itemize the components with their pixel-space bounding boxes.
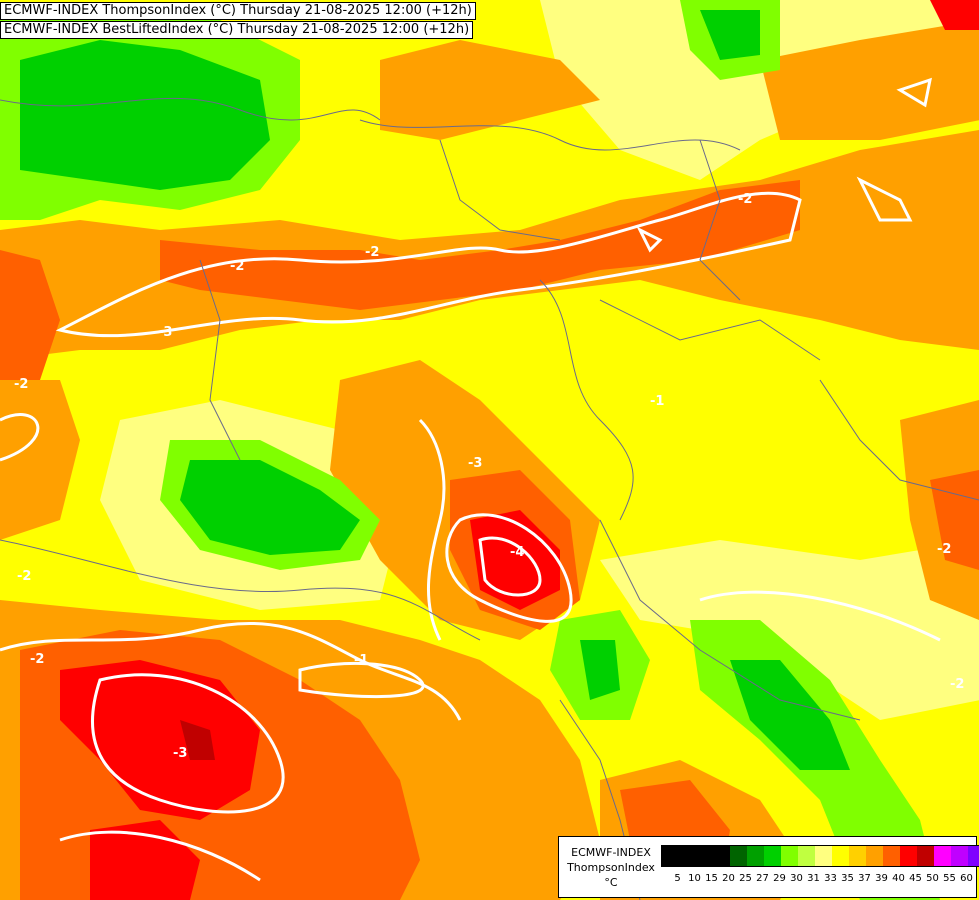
legend-tick-label: 27 (756, 873, 769, 884)
legend-swatch (832, 846, 849, 866)
contour-label: -2 (937, 542, 951, 557)
contour-label: -2 (950, 677, 964, 692)
legend-tick-label: 10 (688, 873, 701, 884)
legend-tick-label: 30 (790, 873, 803, 884)
legend-ticks: 5 10 15 20 25 27 29 30 31 33 35 37 39 40 45 50 55 60 (661, 873, 975, 884)
legend-tick-label: 29 (773, 873, 786, 884)
title-best-lifted-index: ECMWF-INDEX BestLiftedIndex (°C) Thursda… (0, 21, 474, 39)
legend-swatch (713, 846, 730, 866)
legend-tick-label: 35 (841, 873, 854, 884)
legend-swatch (764, 846, 781, 866)
color-legend: ECMWF-INDEX ThompsonIndex °C 5 10 15 20 25 27… (558, 836, 979, 898)
legend-swatch (866, 846, 883, 866)
legend-swatch (917, 846, 934, 866)
legend-tick-label: 5 (674, 873, 681, 884)
legend-swatch (951, 846, 968, 866)
legend-swatch (781, 846, 798, 866)
contour-label: -1 (650, 394, 664, 409)
legend-tick-label: 55 (943, 873, 956, 884)
legend-swatch (934, 846, 951, 866)
legend-parameter: ThompsonIndex (567, 861, 655, 874)
legend-swatch (900, 846, 917, 866)
legend-swatch (815, 846, 832, 866)
legend-tick-label: 37 (858, 873, 871, 884)
legend-tick-label: 20 (722, 873, 735, 884)
legend-unit: °C (604, 876, 618, 889)
contour-label: -2 (14, 377, 28, 392)
contour-label: -1 (354, 653, 368, 668)
contour-label: -2 (230, 259, 244, 274)
legend-swatch (662, 846, 679, 866)
contour-label: -2 (738, 192, 752, 207)
legend-tick-label: 15 (705, 873, 718, 884)
legend-swatch (883, 846, 900, 866)
contour-label: -3 (173, 746, 187, 761)
legend-tick-label: 60 (960, 873, 973, 884)
legend-tick-label: 39 (875, 873, 888, 884)
legend-swatch (798, 846, 815, 866)
contour-label: -2 (30, 652, 44, 667)
legend-tick-label: 25 (739, 873, 752, 884)
legend-tick-label: 33 (824, 873, 837, 884)
contour-label: -2 (365, 245, 379, 260)
legend-tick-label: 45 (909, 873, 922, 884)
legend-swatch (696, 846, 713, 866)
title-thompson-index: ECMWF-INDEX ThompsonIndex (°C) Thursday … (0, 2, 476, 20)
legend-tick-label: 50 (926, 873, 939, 884)
legend-tick-label: 40 (892, 873, 905, 884)
legend-tick-spacer (661, 873, 669, 884)
legend-swatch (747, 846, 764, 866)
legend-swatch (730, 846, 747, 866)
contour-label: -3 (468, 456, 482, 471)
legend-swatch (679, 846, 696, 866)
contour-label: -4 (510, 545, 524, 560)
contour-label: -3 (158, 325, 172, 340)
contour-label: -2 (17, 569, 31, 584)
legend-tick-label: 31 (807, 873, 820, 884)
legend-swatch (849, 846, 866, 866)
legend-model: ECMWF-INDEX (571, 846, 651, 859)
legend-color-bar (661, 845, 979, 867)
legend-swatch (968, 846, 979, 866)
